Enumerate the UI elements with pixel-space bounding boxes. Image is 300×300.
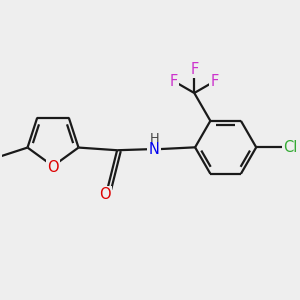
Text: N: N [149, 142, 160, 157]
Text: F: F [170, 74, 178, 89]
Text: H: H [149, 133, 159, 146]
Text: Cl: Cl [283, 140, 298, 155]
Text: F: F [190, 62, 198, 77]
Text: O: O [47, 160, 59, 175]
Text: O: O [100, 187, 111, 202]
Text: F: F [211, 74, 219, 89]
